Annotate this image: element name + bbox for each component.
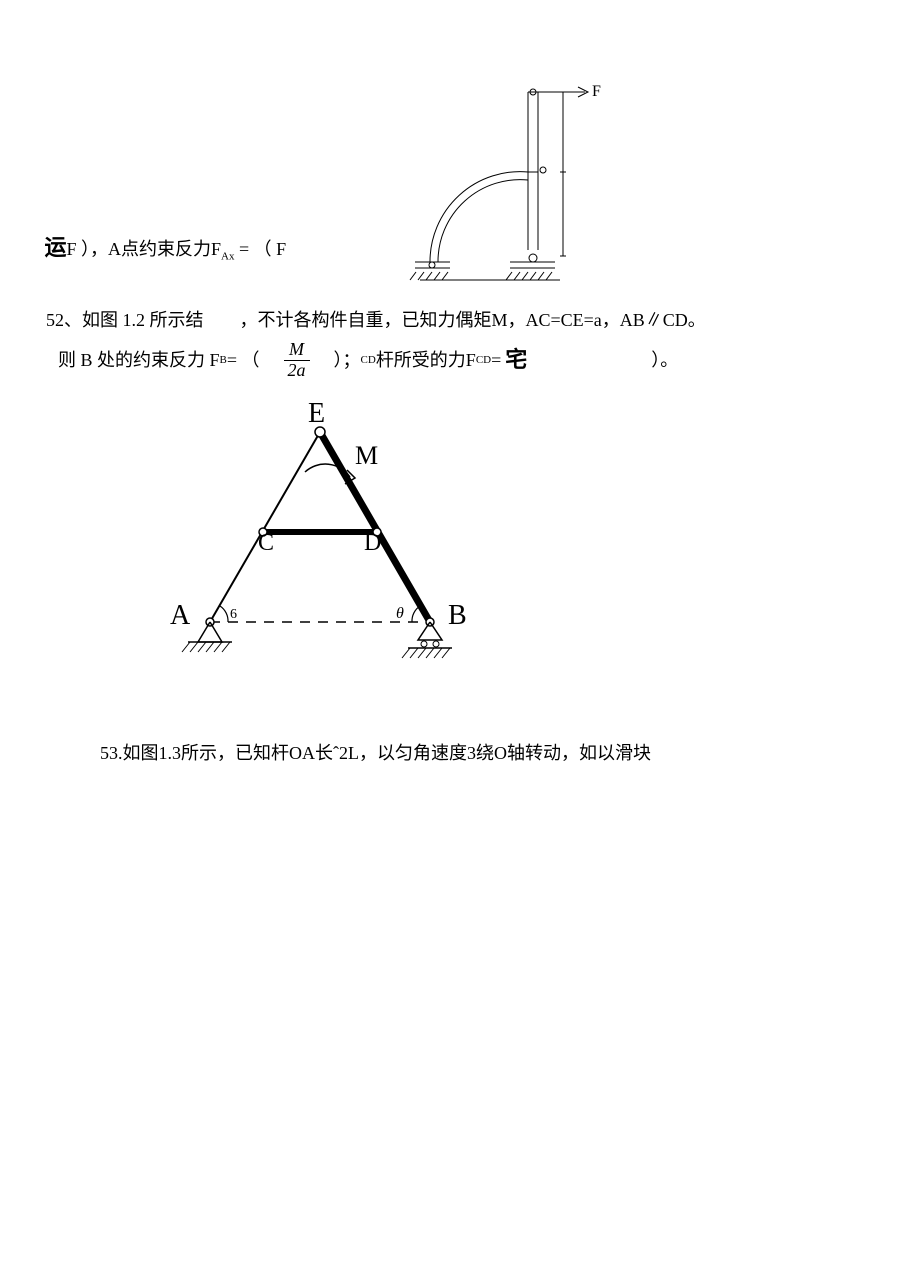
q52-text-b: ，不计各构件自重，已知力偶矩M，AC=CE=a，AB∥CD。 bbox=[240, 302, 706, 338]
angle-left: 6 bbox=[230, 607, 237, 622]
q52-l2a: 则 B 处的约束反力 F bbox=[58, 342, 220, 378]
label-A: A bbox=[170, 600, 191, 631]
q52-fcd-sub: CD bbox=[476, 349, 491, 371]
figure-1: F bbox=[360, 80, 620, 295]
line1-eq: = （ F bbox=[235, 239, 287, 259]
label-B: B bbox=[448, 600, 467, 631]
figure-2: E M C D A B 6 θ bbox=[150, 392, 880, 677]
q53-text: 53.如图1.3所示，已知杆OA长ˆ2L，以匀角速度3绕O轴转动，如以滑块 bbox=[100, 743, 651, 763]
q52-l2c: ）； bbox=[334, 342, 361, 378]
label-D: D bbox=[364, 530, 381, 556]
force-label-F: F bbox=[592, 83, 601, 100]
angle-right: θ bbox=[396, 605, 404, 622]
q52-text-a: 如图 1.2 所示结 bbox=[82, 302, 204, 338]
q52-hand-ans: 宅 bbox=[505, 338, 527, 382]
line1-sub: Ax bbox=[221, 251, 234, 263]
line-1-text: 运F ），A点约束反力FAx = （ F bbox=[40, 230, 286, 272]
label-C: C bbox=[258, 530, 274, 556]
frac-num: M bbox=[285, 340, 308, 360]
q52-l2d: 杆所受的力F bbox=[376, 342, 476, 378]
line1-after: F ），A点约束反力F bbox=[67, 239, 222, 259]
q52-l2f: ）。 bbox=[651, 342, 678, 378]
label-E: E bbox=[308, 398, 325, 429]
frac-den: 2a bbox=[284, 360, 310, 381]
fraction-M-over-2a: M 2a bbox=[284, 340, 310, 381]
q52-l2b: = （ bbox=[227, 342, 260, 378]
q52-cd-sup: CD bbox=[361, 349, 376, 371]
figure-1-svg: F bbox=[360, 80, 620, 290]
question-52: 52、 如图 1.2 所示结 ，不计各构件自重，已知力偶矩M，AC=CE=a，A… bbox=[46, 302, 880, 382]
figure-2-svg: E M C D A B 6 θ bbox=[150, 392, 490, 672]
q52-l2sub: B bbox=[220, 349, 227, 371]
q52-line2: 则 B 处的约束反力 FB = （ M 2a ）； CD 杆所受的力FCD= 宅… bbox=[58, 338, 880, 382]
label-M: M bbox=[355, 441, 378, 470]
q52-num: 52、 bbox=[46, 302, 82, 338]
question-53: 53.如图1.3所示，已知杆OA长ˆ2L，以匀角速度3绕O轴转动，如以滑块 bbox=[100, 737, 880, 769]
q52-l2e: = bbox=[491, 342, 501, 378]
q52-line1: 52、 如图 1.2 所示结 ，不计各构件自重，已知力偶矩M，AC=CE=a，A… bbox=[46, 302, 880, 338]
page: F 运F ），A点约束反力FAx = （ F 52、 如图 1.2 所示结 ，不… bbox=[0, 0, 920, 810]
hand-prefix: 运 bbox=[45, 235, 67, 260]
